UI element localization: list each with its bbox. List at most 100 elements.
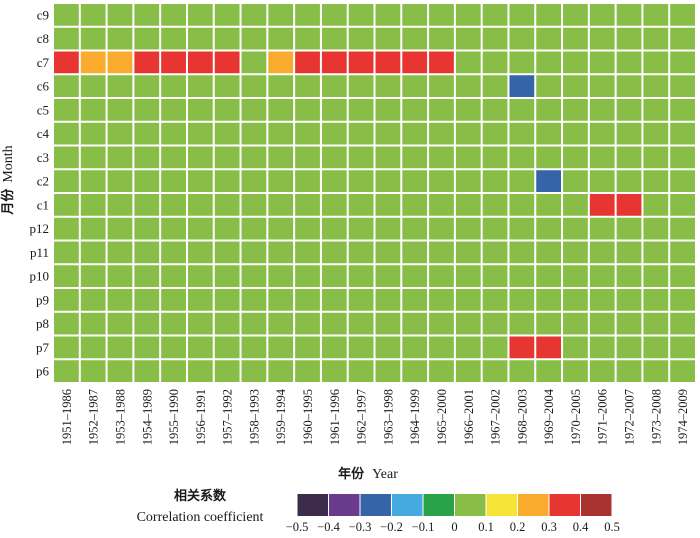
heatmap-cell-p8-24 bbox=[670, 312, 695, 335]
heatmap-cell-p7-17 bbox=[482, 336, 508, 359]
heatmap-cell-p8-1 bbox=[54, 312, 79, 335]
legend-tick-3: −0.3 bbox=[349, 520, 372, 534]
heatmap-cell-p9-10 bbox=[295, 289, 320, 311]
heatmap-cell-c8-11 bbox=[321, 27, 347, 50]
heatmap-cell-c8-1 bbox=[54, 27, 79, 50]
heatmap-cell-p8-14 bbox=[402, 312, 428, 335]
heatmap-cell-c6-21 bbox=[589, 75, 615, 97]
heatmap-cell-p7-3 bbox=[107, 336, 133, 359]
heatmap-cell-c2-23 bbox=[643, 170, 669, 192]
heatmap-cell-p6-15 bbox=[429, 360, 454, 382]
heatmap-cell-c5-12 bbox=[348, 99, 374, 121]
row-label-c2: c2 bbox=[37, 174, 49, 189]
heatmap-cell-c3-15 bbox=[429, 146, 454, 169]
heatmap-cell-c1-5 bbox=[161, 194, 186, 216]
heatmap-cell-p9-21 bbox=[589, 289, 615, 311]
heatmap-cell-p7-9 bbox=[268, 336, 294, 359]
heatmap-cell-c7-3 bbox=[107, 51, 133, 74]
legend-swatch-4 bbox=[392, 494, 423, 516]
heatmap-cell-p6-11 bbox=[321, 360, 347, 382]
legend-swatch-2 bbox=[329, 494, 360, 516]
heatmap-cell-c8-24 bbox=[670, 27, 695, 50]
heatmap-cell-p6-24 bbox=[670, 360, 695, 382]
heatmap-cell-c7-12 bbox=[348, 51, 374, 74]
heatmap-cell-p10-13 bbox=[375, 265, 401, 287]
heatmap-cell-p10-19 bbox=[536, 265, 562, 287]
heatmap-cell-c4-7 bbox=[214, 122, 240, 145]
heatmap-cell-c7-9 bbox=[268, 51, 294, 74]
heatmap-cell-p6-21 bbox=[589, 360, 615, 382]
heatmap-cell-p8-2 bbox=[80, 312, 106, 335]
heatmap-cell-p10-20 bbox=[563, 265, 588, 287]
heatmap-cell-p12-8 bbox=[241, 217, 267, 240]
legend-swatch-8 bbox=[518, 494, 549, 516]
heatmap-cell-c7-24 bbox=[670, 51, 695, 74]
column-labels: 1951–1986 1952–1987 1953–1988 1954–1989 1955… bbox=[60, 388, 690, 445]
heatmap-cells bbox=[54, 4, 695, 382]
heatmap-cell-p11-20 bbox=[563, 241, 588, 264]
legend-swatch-10 bbox=[581, 494, 612, 516]
heatmap-cell-c1-2 bbox=[80, 194, 106, 216]
heatmap-cell-p6-20 bbox=[563, 360, 588, 382]
column-label-5: 1955–1990 bbox=[167, 389, 181, 445]
heatmap-cell-c8-15 bbox=[429, 27, 454, 50]
heatmap-cell-p11-3 bbox=[107, 241, 133, 264]
heatmap-cell-p6-18 bbox=[509, 360, 535, 382]
heatmap-cell-p9-7 bbox=[214, 289, 240, 311]
heatmap-cell-p8-23 bbox=[643, 312, 669, 335]
legend-tick-1: −0.5 bbox=[286, 520, 309, 534]
heatmap-cell-c1-15 bbox=[429, 194, 454, 216]
heatmap-cell-c2-10 bbox=[295, 170, 320, 192]
heatmap-cell-p10-21 bbox=[589, 265, 615, 287]
heatmap-cell-p6-13 bbox=[375, 360, 401, 382]
heatmap-cell-c2-24 bbox=[670, 170, 695, 192]
heatmap-cell-p11-12 bbox=[348, 241, 374, 264]
heatmap-cell-c9-5 bbox=[161, 4, 186, 26]
heatmap-cell-p7-1 bbox=[54, 336, 79, 359]
column-label-12: 1962–1997 bbox=[355, 389, 369, 445]
heatmap-cell-c1-1 bbox=[54, 194, 79, 216]
heatmap-cell-c4-8 bbox=[241, 122, 267, 145]
heatmap-cell-c4-12 bbox=[348, 122, 374, 145]
row-label-c3: c3 bbox=[37, 150, 49, 165]
heatmap-cell-p11-13 bbox=[375, 241, 401, 264]
heatmap-cell-c6-4 bbox=[134, 75, 160, 97]
heatmap-cell-c6-14 bbox=[402, 75, 428, 97]
heatmap-cell-c6-13 bbox=[375, 75, 401, 97]
heatmap-cell-c2-14 bbox=[402, 170, 428, 192]
heatmap-cell-c6-24 bbox=[670, 75, 695, 97]
heatmap-cell-c1-12 bbox=[348, 194, 374, 216]
heatmap-cell-p12-14 bbox=[402, 217, 428, 240]
column-label-22: 1972–2007 bbox=[623, 389, 637, 445]
heatmap-cell-c4-11 bbox=[321, 122, 347, 145]
heatmap-cell-p12-20 bbox=[563, 217, 588, 240]
heatmap-cell-c9-4 bbox=[134, 4, 160, 26]
heatmap-cell-p12-18 bbox=[509, 217, 535, 240]
heatmap-cell-c4-21 bbox=[589, 122, 615, 145]
row-labels: c9 c8 c7 c6 c5 c4 c3 c2 c1 p12 p11 p10 p9 p8 p7 p6 bbox=[30, 7, 50, 378]
legend-tick-2: −0.4 bbox=[317, 520, 340, 534]
heatmap-cell-p11-19 bbox=[536, 241, 562, 264]
heatmap-cell-c2-20 bbox=[563, 170, 588, 192]
heatmap-cell-c8-21 bbox=[589, 27, 615, 50]
heatmap-cell-p8-13 bbox=[375, 312, 401, 335]
row-label-c6: c6 bbox=[37, 79, 50, 94]
legend-title-cn: 相关系数 bbox=[174, 488, 227, 504]
heatmap-cell-c7-23 bbox=[643, 51, 669, 74]
heatmap-cell-c9-14 bbox=[402, 4, 428, 26]
heatmap-cell-p7-5 bbox=[161, 336, 186, 359]
y-axis-title: 月份 Month bbox=[0, 145, 16, 215]
column-label-2: 1952–1987 bbox=[87, 389, 101, 445]
heatmap-cell-c8-7 bbox=[214, 27, 240, 50]
heatmap-cell-p11-17 bbox=[482, 241, 508, 264]
heatmap-cell-p12-12 bbox=[348, 217, 374, 240]
column-label-21: 1971–2006 bbox=[596, 389, 610, 445]
heatmap-cell-c1-11 bbox=[321, 194, 347, 216]
heatmap-cell-p11-21 bbox=[589, 241, 615, 264]
heatmap-cell-c4-13 bbox=[375, 122, 401, 145]
heatmap-cell-c4-4 bbox=[134, 122, 160, 145]
heatmap-cell-p10-1 bbox=[54, 265, 79, 287]
heatmap-cell-c5-7 bbox=[214, 99, 240, 121]
heatmap-cell-p12-10 bbox=[295, 217, 320, 240]
row-label-p11: p11 bbox=[30, 245, 49, 260]
